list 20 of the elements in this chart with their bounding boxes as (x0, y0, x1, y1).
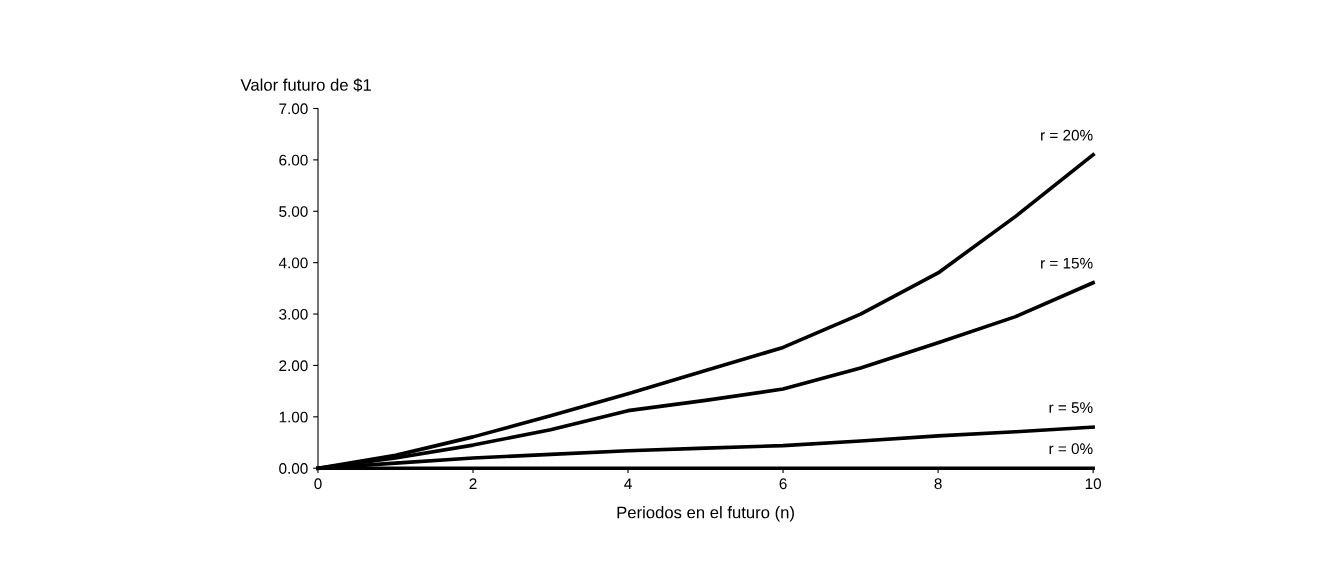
x-axis-title: Periodos en el futuro (n) (617, 506, 794, 522)
y-tick-label: 3.00 (279, 308, 308, 320)
y-axis-title: Valor futuro de $1 (240, 78, 371, 92)
series-label: r = 0% (1049, 443, 1093, 455)
x-tick-label: 6 (779, 478, 787, 490)
y-tick-label: 1.00 (279, 411, 308, 423)
x-tick-label: 10 (1085, 478, 1102, 490)
series-label: r = 5% (1049, 402, 1093, 413)
x-tick-label: 4 (624, 478, 632, 490)
y-tick-label: 6.00 (279, 154, 308, 166)
y-tick-label: 2.00 (279, 360, 308, 372)
y-tick-label: 0.00 (279, 463, 308, 474)
x-tick-label: 8 (934, 478, 942, 490)
series-label: r = 20% (1041, 129, 1093, 141)
x-tick-label: 2 (469, 478, 477, 490)
series-label: r = 15% (1041, 257, 1093, 269)
x-tick-label: 0 (314, 478, 322, 490)
y-tick-label: 5.00 (279, 206, 308, 217)
y-tick-label: 4.00 (278, 257, 308, 269)
y-tick-label: 7.00 (279, 103, 308, 115)
